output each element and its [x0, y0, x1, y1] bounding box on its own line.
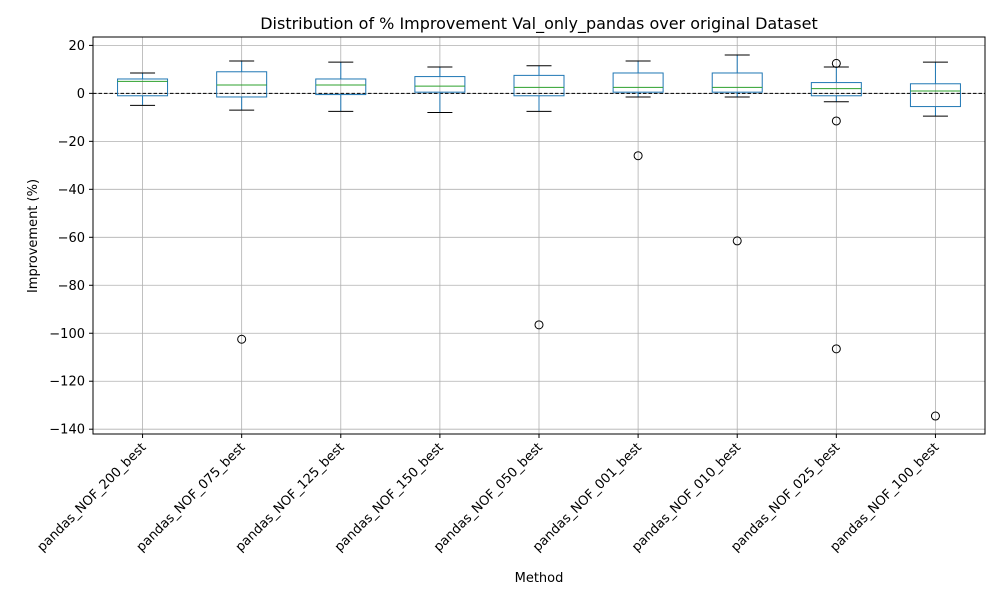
iqr-box: [315, 78, 367, 96]
box-layer: [117, 54, 961, 421]
box-group: [810, 58, 862, 354]
iqr-box: [711, 72, 763, 93]
y-tick-label: −140: [49, 423, 85, 438]
outlier-point: [633, 151, 643, 161]
outlier-point: [831, 344, 841, 354]
outlier-point: [534, 320, 544, 330]
x-axis-label: Method: [515, 571, 564, 586]
chart-title: Distribution of % Improvement Val_only_p…: [260, 14, 818, 34]
iqr-box: [414, 76, 466, 93]
iqr-box: [117, 78, 169, 97]
outlier-point: [237, 334, 247, 344]
iqr-box: [810, 82, 862, 97]
outlier-point: [732, 236, 742, 246]
box-group: [513, 65, 565, 330]
iqr-box: [612, 72, 664, 93]
y-axis-label: Improvement (%): [26, 179, 41, 293]
y-tick-label: −40: [58, 183, 85, 198]
outlier-point: [831, 58, 841, 68]
y-axis-ticks: 20 0 −20 −40 −60 −80 −100 −120 −140: [49, 39, 93, 438]
y-tick-label: −20: [58, 135, 85, 150]
box-group: [612, 60, 664, 161]
y-tick-label: 20: [68, 39, 85, 54]
box-group: [117, 72, 169, 106]
y-tick-label: −60: [58, 231, 85, 246]
outlier-point: [930, 411, 940, 421]
box-group: [216, 60, 268, 344]
iqr-box: [216, 71, 268, 98]
box-group: [711, 54, 763, 246]
iqr-box: [909, 83, 961, 108]
box-group: [909, 61, 961, 421]
y-tick-label: −80: [58, 279, 85, 294]
box-group: [315, 61, 367, 112]
box-group: [414, 66, 466, 114]
iqr-box: [513, 74, 565, 97]
y-tick-label: 0: [77, 87, 85, 102]
y-tick-label: −100: [49, 327, 85, 342]
outlier-point: [831, 116, 841, 126]
y-tick-label: −120: [49, 375, 85, 390]
